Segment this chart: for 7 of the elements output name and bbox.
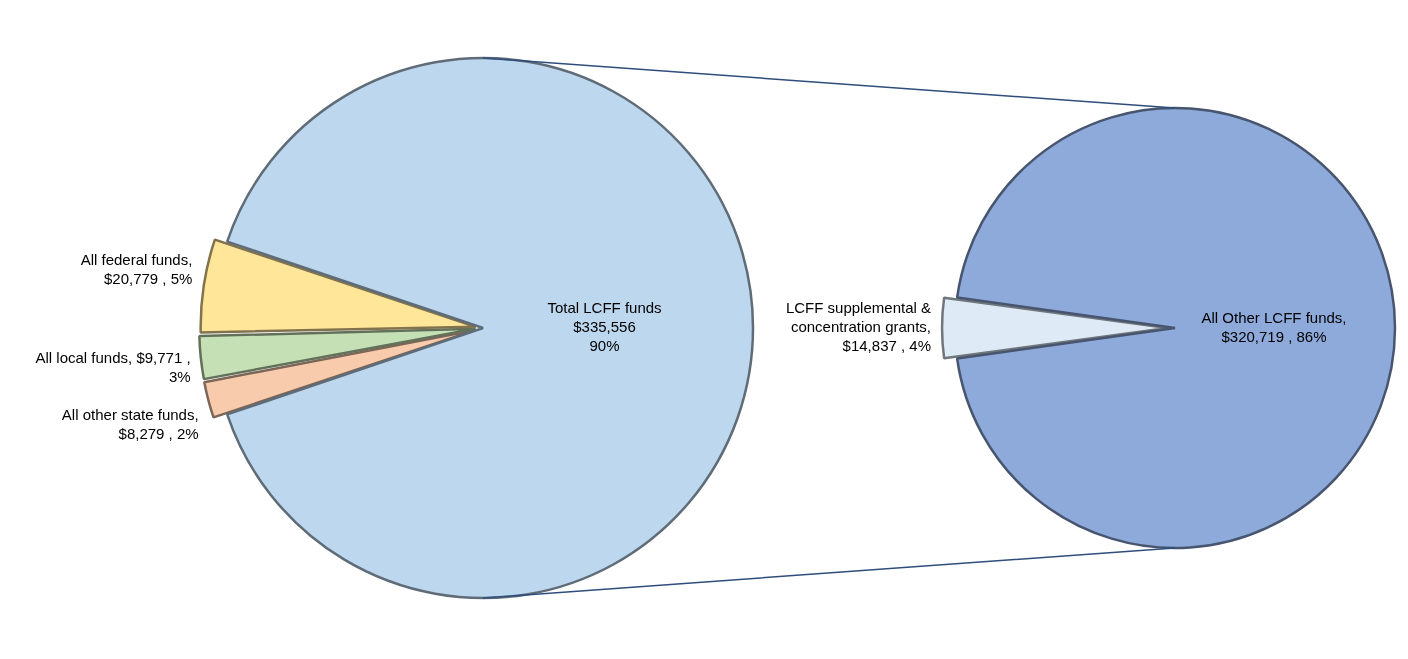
slice-label: LCFF supplemental & concentration grants, $14,837 , 4% (785, 299, 931, 355)
slice-label: All local funds, $9,771 , 3% (35, 348, 191, 385)
data-label: $335,556 90% (573, 318, 636, 355)
slice-label: All other state funds, $8,279 , 2% (61, 405, 199, 442)
slice-label: All federal funds, $20,779 , 5% (80, 250, 193, 287)
slice-label: All Other LCFF funds, $320,719 , 86% (1201, 308, 1347, 345)
slice-label: Total LCFF funds (547, 299, 662, 317)
